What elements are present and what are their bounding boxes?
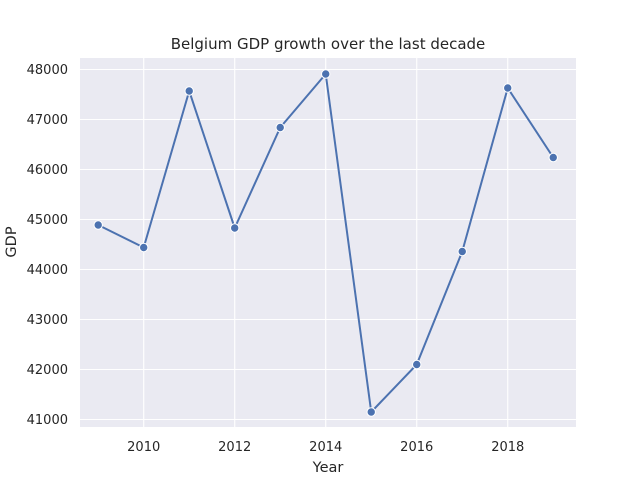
x-tick-label: 2016 bbox=[400, 440, 433, 455]
x-tick-label: 2012 bbox=[218, 440, 251, 455]
chart-title: Belgium GDP growth over the last decade bbox=[171, 35, 486, 53]
data-point bbox=[93, 220, 103, 230]
data-point bbox=[275, 122, 285, 133]
x-axis-label: Year bbox=[312, 460, 344, 476]
y-axis-label: GDP bbox=[4, 226, 20, 257]
y-tick-label: 41000 bbox=[27, 413, 68, 428]
data-point bbox=[230, 223, 240, 233]
data-point bbox=[503, 83, 513, 93]
y-axis-ticks: 41000 42000 43000 44000 45000 46000 47000 48000 bbox=[27, 63, 68, 428]
y-tick-label: 46000 bbox=[27, 163, 68, 178]
y-tick-label: 42000 bbox=[27, 363, 68, 378]
y-tick-label: 44000 bbox=[27, 263, 68, 278]
x-axis-ticks: 2010 2012 2014 2016 2018 bbox=[127, 440, 524, 455]
data-point bbox=[139, 242, 149, 253]
data-points bbox=[93, 69, 558, 417]
y-tick-label: 48000 bbox=[27, 63, 68, 78]
y-tick-label: 47000 bbox=[27, 113, 68, 128]
x-tick-label: 2014 bbox=[309, 440, 342, 455]
x-tick-label: 2018 bbox=[491, 440, 524, 455]
grid-lines bbox=[80, 58, 576, 427]
y-tick-label: 43000 bbox=[27, 313, 68, 328]
data-point bbox=[457, 246, 467, 257]
data-point bbox=[412, 359, 422, 370]
data-point bbox=[548, 152, 558, 163]
y-tick-label: 45000 bbox=[27, 213, 68, 228]
data-point bbox=[366, 407, 376, 417]
data-point bbox=[321, 69, 331, 79]
x-tick-label: 2010 bbox=[127, 440, 160, 455]
data-point bbox=[184, 86, 194, 96]
